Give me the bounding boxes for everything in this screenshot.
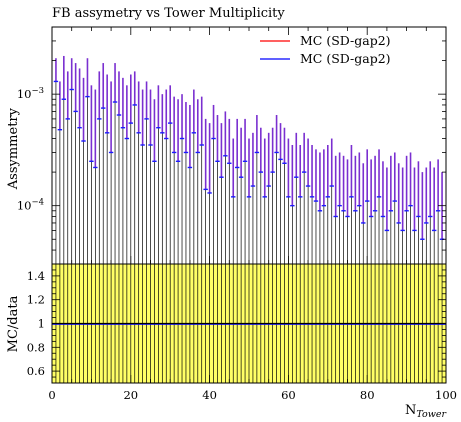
ratio-axis-ticks: 0.6 0.8 1 1.2 1.4 0 20 40 60 80 100 [27, 263, 457, 402]
x-tick-label: 80 [360, 388, 375, 402]
ratio-y-tick-label: 1.2 [27, 293, 45, 307]
y-tick-label: 10−4 [17, 198, 44, 213]
chart-title: FB assymetry vs Tower Multiplicity [52, 6, 285, 21]
x-tick-label: 100 [435, 388, 457, 402]
ratio-y-tick-label: 0.6 [27, 364, 45, 378]
x-axis-label-sub: Tower [416, 409, 447, 420]
ratio-y-tick-label: 1.4 [27, 269, 45, 283]
ratio-y-label: MC/data [6, 295, 21, 352]
y-tick-label: 10−3 [17, 86, 44, 101]
upper-panel: 10−4 10−3 Assymmetry MC (SD-gap2) MC (SD-… [6, 26, 447, 265]
x-tick-label: 40 [202, 388, 217, 402]
legend-label-mc-blue: MC (SD-gap2) [300, 51, 391, 66]
ratio-y-tick-label: 1 [38, 317, 45, 331]
legend-label-mc-red: MC (SD-gap2) [300, 33, 391, 48]
upper-error-bars [53, 55, 445, 264]
legend: MC (SD-gap2) MC (SD-gap2) [260, 33, 391, 66]
x-axis-label-main: N [405, 403, 416, 418]
x-tick-label: 0 [48, 388, 55, 402]
x-axis-label: NTower [405, 403, 447, 420]
ratio-y-tick-label: 0.8 [27, 340, 45, 354]
ratio-panel-frame [51, 263, 447, 384]
ratio-panel: 0.6 0.8 1 1.2 1.4 0 20 40 60 80 100 MC/data [6, 263, 457, 402]
x-tick-label: 20 [123, 388, 138, 402]
x-tick-label: 60 [281, 388, 296, 402]
upper-y-label: Assymmetry [6, 107, 21, 190]
